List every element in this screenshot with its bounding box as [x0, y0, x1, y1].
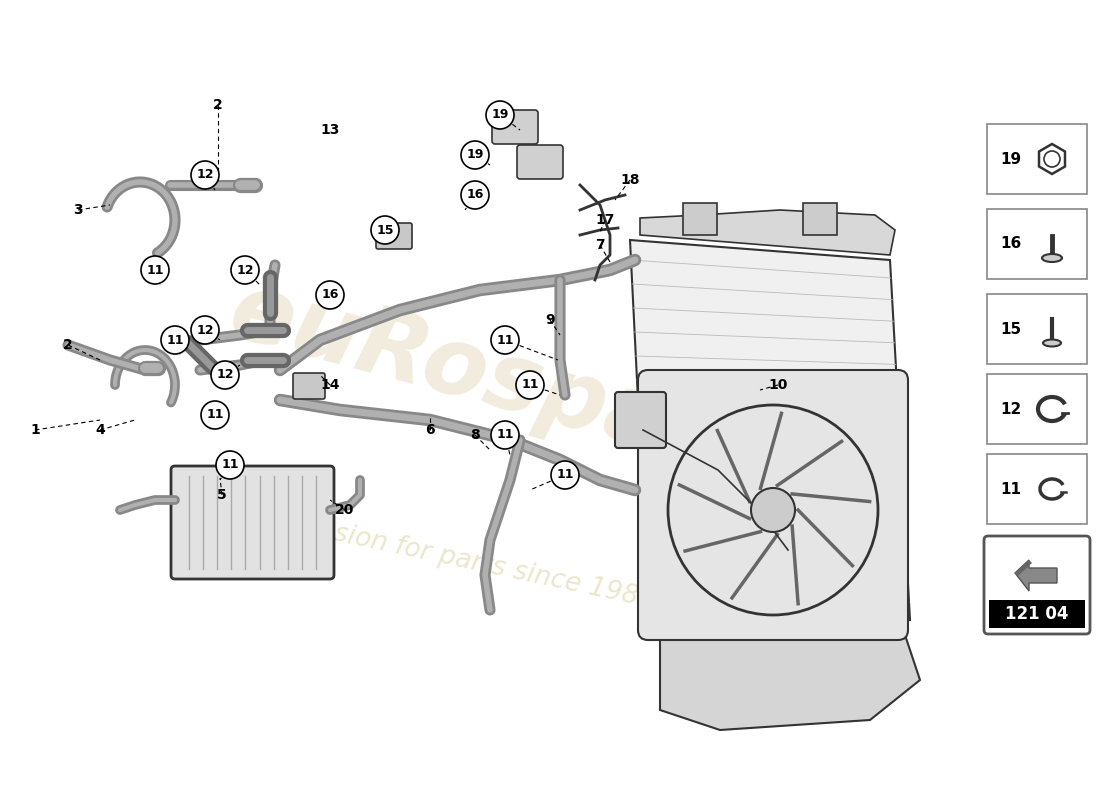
- FancyBboxPatch shape: [615, 392, 666, 448]
- Text: 19: 19: [492, 109, 508, 122]
- Circle shape: [201, 401, 229, 429]
- FancyBboxPatch shape: [170, 466, 334, 579]
- Circle shape: [486, 101, 514, 129]
- Text: 121 04: 121 04: [1005, 605, 1069, 623]
- FancyBboxPatch shape: [987, 124, 1087, 194]
- Text: 19: 19: [466, 149, 484, 162]
- FancyBboxPatch shape: [293, 373, 324, 399]
- Text: 11: 11: [146, 263, 164, 277]
- FancyBboxPatch shape: [803, 203, 837, 235]
- FancyBboxPatch shape: [987, 209, 1087, 279]
- Text: 11: 11: [221, 458, 239, 471]
- FancyBboxPatch shape: [987, 454, 1087, 524]
- Circle shape: [191, 161, 219, 189]
- Text: 12: 12: [236, 263, 254, 277]
- FancyBboxPatch shape: [987, 294, 1087, 364]
- Text: 15: 15: [1000, 322, 1021, 337]
- Text: 17: 17: [595, 213, 615, 227]
- Text: 3: 3: [74, 203, 82, 217]
- Text: 11: 11: [496, 429, 514, 442]
- Polygon shape: [660, 620, 920, 730]
- FancyBboxPatch shape: [683, 203, 717, 235]
- Polygon shape: [640, 210, 895, 255]
- FancyBboxPatch shape: [638, 370, 908, 640]
- Polygon shape: [1015, 560, 1057, 591]
- Circle shape: [461, 141, 490, 169]
- Circle shape: [461, 181, 490, 209]
- Text: 11: 11: [496, 334, 514, 346]
- FancyBboxPatch shape: [989, 600, 1085, 628]
- Text: 11: 11: [1000, 482, 1021, 497]
- Circle shape: [316, 281, 344, 309]
- Text: 11: 11: [521, 378, 539, 391]
- Text: 14: 14: [320, 378, 340, 392]
- Text: 1: 1: [30, 423, 40, 437]
- Circle shape: [231, 256, 258, 284]
- Text: 8: 8: [470, 428, 480, 442]
- Circle shape: [191, 316, 219, 344]
- Text: 6: 6: [426, 423, 434, 437]
- Circle shape: [141, 256, 169, 284]
- Ellipse shape: [1042, 254, 1062, 262]
- Text: 16: 16: [466, 189, 484, 202]
- Circle shape: [491, 326, 519, 354]
- Text: 11: 11: [166, 334, 184, 346]
- Text: 5: 5: [217, 488, 227, 502]
- Circle shape: [216, 451, 244, 479]
- Polygon shape: [1015, 560, 1032, 576]
- Text: 13: 13: [320, 123, 340, 137]
- FancyBboxPatch shape: [984, 536, 1090, 634]
- FancyBboxPatch shape: [376, 223, 412, 249]
- Circle shape: [751, 488, 795, 532]
- Text: 18: 18: [620, 173, 640, 187]
- FancyBboxPatch shape: [492, 110, 538, 144]
- Text: a passion for parts since 1985: a passion for parts since 1985: [263, 506, 658, 614]
- Text: 9: 9: [546, 313, 554, 327]
- Circle shape: [551, 461, 579, 489]
- Circle shape: [371, 216, 399, 244]
- Circle shape: [161, 326, 189, 354]
- Ellipse shape: [1043, 339, 1062, 346]
- Text: 16: 16: [1000, 237, 1021, 251]
- Text: 20: 20: [336, 503, 354, 517]
- Text: 12: 12: [217, 369, 233, 382]
- Text: 16: 16: [321, 289, 339, 302]
- Text: 10: 10: [768, 378, 788, 392]
- Text: 12: 12: [196, 169, 213, 182]
- Text: 12: 12: [1000, 402, 1021, 417]
- Text: 2: 2: [63, 338, 73, 352]
- Circle shape: [211, 361, 239, 389]
- Text: 11: 11: [207, 409, 223, 422]
- Text: 11: 11: [557, 469, 574, 482]
- Circle shape: [516, 371, 544, 399]
- FancyBboxPatch shape: [987, 374, 1087, 444]
- Text: 7: 7: [595, 238, 605, 252]
- Text: 4: 4: [95, 423, 104, 437]
- Polygon shape: [630, 240, 910, 640]
- Circle shape: [491, 421, 519, 449]
- FancyBboxPatch shape: [517, 145, 563, 179]
- Text: 19: 19: [1000, 151, 1021, 166]
- Text: euRospares: euRospares: [219, 266, 840, 514]
- Text: 15: 15: [376, 223, 394, 237]
- Text: 2: 2: [213, 98, 223, 112]
- Text: 12: 12: [196, 323, 213, 337]
